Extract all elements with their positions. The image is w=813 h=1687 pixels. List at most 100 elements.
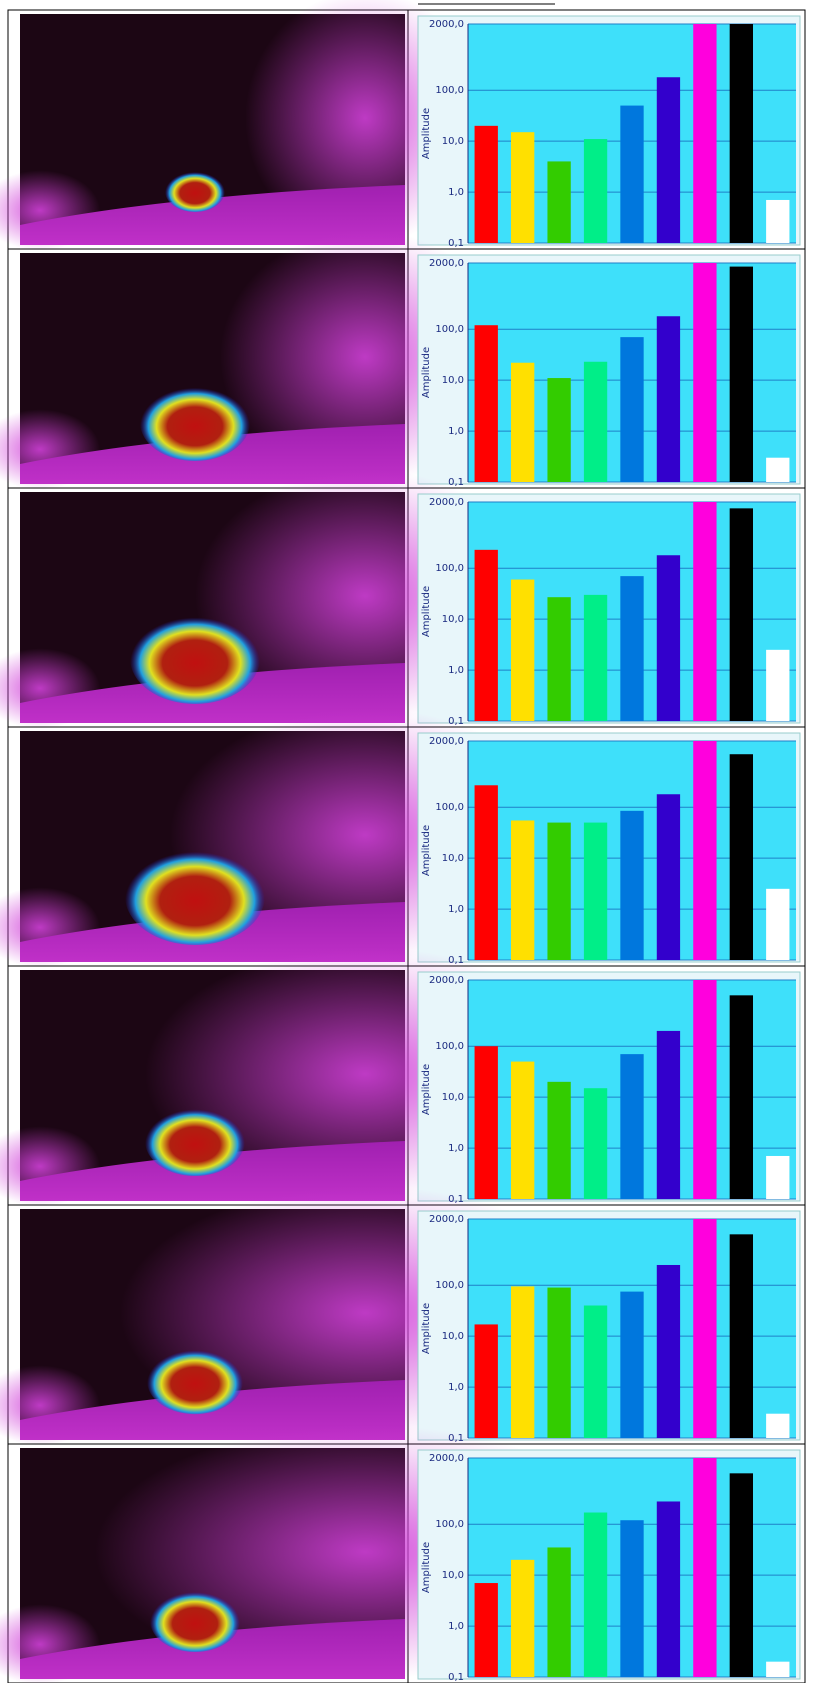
bar bbox=[766, 200, 789, 243]
y-tick-label: 1,0 bbox=[448, 187, 464, 198]
y-tick-label: 10,0 bbox=[442, 136, 464, 147]
bar bbox=[584, 362, 607, 482]
bar bbox=[511, 1560, 534, 1677]
y-tick-label: 10,0 bbox=[442, 375, 464, 386]
bar bbox=[547, 161, 570, 243]
bar bbox=[475, 1046, 498, 1199]
bar bbox=[475, 785, 498, 960]
bar bbox=[584, 595, 607, 721]
y-tick-label: 2000,0 bbox=[429, 497, 464, 508]
hot-spot bbox=[145, 1106, 245, 1176]
bar bbox=[657, 555, 680, 721]
page: 0,1 1,0 10,0 100,0 2000,0 Amplitude 0,1 1,0 10,0… bbox=[0, 0, 813, 1683]
bar bbox=[693, 263, 716, 482]
y-tick-label: 0,1 bbox=[448, 238, 464, 249]
y-tick-label: 1,0 bbox=[448, 426, 464, 437]
bar bbox=[547, 1288, 570, 1438]
bar bbox=[766, 650, 789, 721]
bar bbox=[620, 1520, 643, 1677]
bar bbox=[620, 1054, 643, 1199]
bar bbox=[657, 1031, 680, 1199]
hot-spot bbox=[130, 613, 260, 704]
y-tick-label: 100,0 bbox=[435, 324, 464, 335]
bar bbox=[730, 1234, 753, 1438]
bar bbox=[584, 1513, 607, 1677]
bar bbox=[657, 794, 680, 960]
y-tick-label: 1,0 bbox=[448, 665, 464, 676]
bar bbox=[511, 820, 534, 960]
y-tick-label: 10,0 bbox=[442, 853, 464, 864]
bar bbox=[547, 1547, 570, 1677]
bar bbox=[766, 1662, 789, 1677]
hot-spot bbox=[140, 384, 250, 461]
bar bbox=[475, 126, 498, 243]
bar bbox=[547, 1082, 570, 1199]
y-tick-label: 1,0 bbox=[448, 1382, 464, 1393]
bar bbox=[730, 267, 753, 482]
y-axis-label: Amplitude bbox=[421, 586, 432, 637]
bar bbox=[511, 580, 534, 721]
y-axis-label: Amplitude bbox=[421, 1303, 432, 1354]
bar bbox=[693, 980, 716, 1199]
bar bbox=[475, 325, 498, 482]
bar bbox=[584, 1306, 607, 1438]
bar bbox=[657, 77, 680, 243]
y-tick-label: 100,0 bbox=[435, 85, 464, 96]
bar bbox=[693, 502, 716, 721]
y-tick-label: 10,0 bbox=[442, 614, 464, 625]
bar bbox=[547, 823, 570, 960]
y-tick-label: 10,0 bbox=[442, 1570, 464, 1581]
bar bbox=[511, 363, 534, 482]
bar bbox=[511, 132, 534, 243]
hot-spot bbox=[125, 847, 265, 945]
bar bbox=[620, 337, 643, 482]
bar bbox=[766, 1414, 789, 1438]
y-tick-label: 1,0 bbox=[448, 904, 464, 915]
y-tick-label: 2000,0 bbox=[429, 736, 464, 747]
bar bbox=[620, 811, 643, 960]
bar bbox=[693, 1458, 716, 1677]
bar bbox=[657, 1501, 680, 1677]
y-axis-label: Amplitude bbox=[421, 1064, 432, 1115]
y-tick-label: 100,0 bbox=[435, 1041, 464, 1052]
bar bbox=[766, 889, 789, 960]
hot-spot bbox=[165, 170, 225, 212]
y-axis-label: Amplitude bbox=[421, 825, 432, 876]
bar bbox=[475, 1583, 498, 1677]
y-axis-label: Amplitude bbox=[421, 1542, 432, 1593]
y-tick-label: 2000,0 bbox=[429, 258, 464, 269]
y-tick-label: 100,0 bbox=[435, 1280, 464, 1291]
y-axis-label: Amplitude bbox=[421, 347, 432, 398]
y-tick-label: 100,0 bbox=[435, 1519, 464, 1530]
y-tick-label: 2000,0 bbox=[429, 1453, 464, 1464]
bar bbox=[730, 995, 753, 1199]
y-tick-label: 2000,0 bbox=[429, 19, 464, 30]
y-axis-label: Amplitude bbox=[421, 108, 432, 159]
bar bbox=[730, 508, 753, 721]
hot-spot bbox=[150, 1589, 240, 1652]
y-tick-label: 100,0 bbox=[435, 802, 464, 813]
bar bbox=[730, 24, 753, 243]
bar bbox=[547, 378, 570, 482]
y-tick-label: 100,0 bbox=[435, 563, 464, 574]
bar bbox=[766, 458, 789, 482]
bar bbox=[584, 139, 607, 243]
y-tick-label: 2000,0 bbox=[429, 975, 464, 986]
bar bbox=[693, 24, 716, 243]
bar bbox=[620, 106, 643, 243]
bar bbox=[657, 316, 680, 482]
y-tick-label: 1,0 bbox=[448, 1143, 464, 1154]
bar bbox=[730, 754, 753, 960]
y-tick-label: 0,1 bbox=[448, 1672, 464, 1683]
bar bbox=[511, 1286, 534, 1438]
bar bbox=[547, 597, 570, 721]
bar bbox=[693, 741, 716, 960]
bar bbox=[693, 1219, 716, 1438]
y-tick-label: 10,0 bbox=[442, 1331, 464, 1342]
hot-spot bbox=[147, 1347, 243, 1414]
bar bbox=[620, 576, 643, 721]
bar bbox=[657, 1265, 680, 1438]
y-tick-label: 10,0 bbox=[442, 1092, 464, 1103]
bar bbox=[475, 550, 498, 721]
bar bbox=[511, 1062, 534, 1199]
